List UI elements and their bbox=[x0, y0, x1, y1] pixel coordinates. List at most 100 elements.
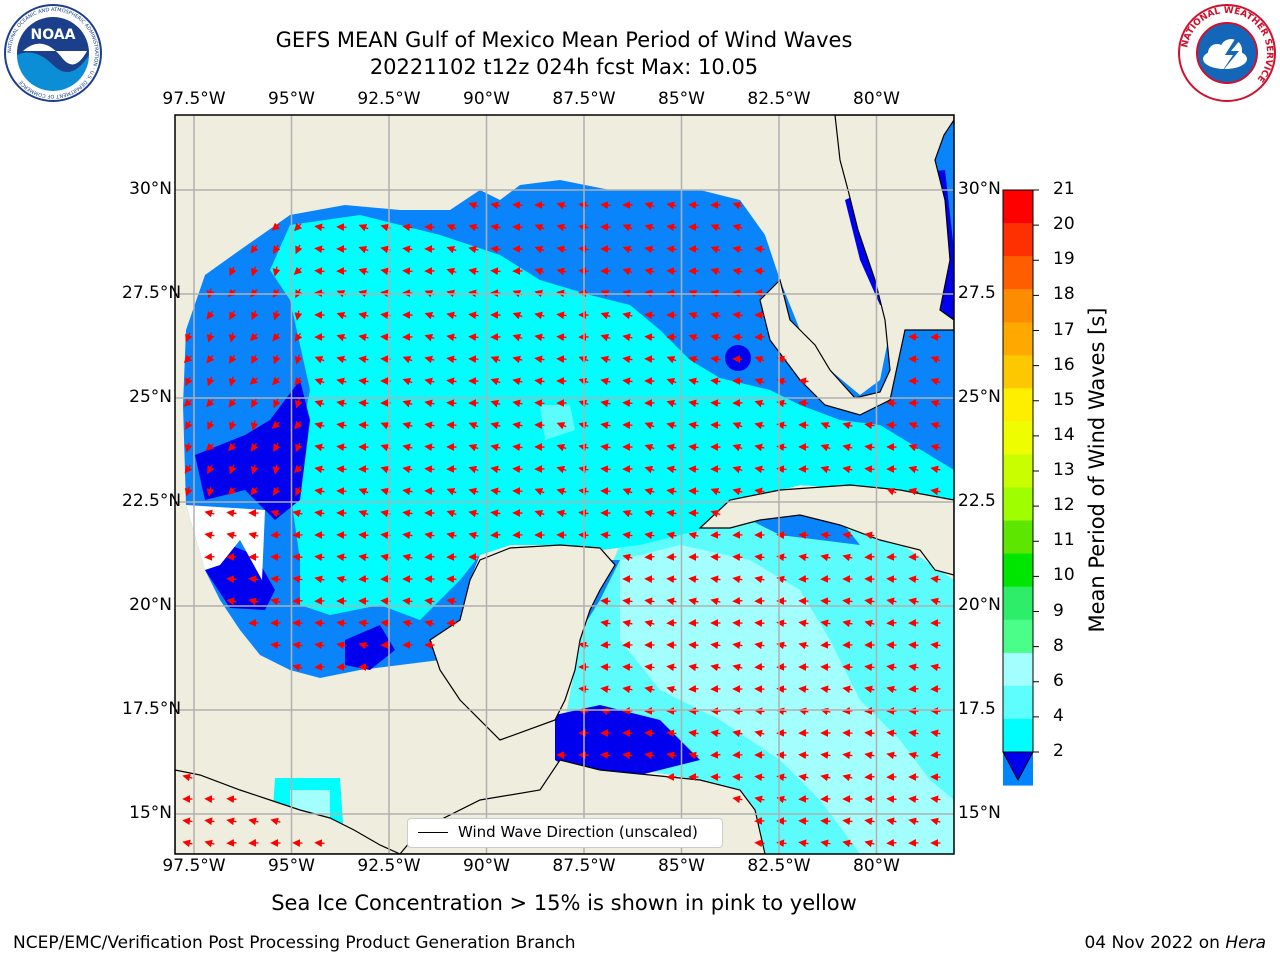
wind-arrow bbox=[732, 201, 743, 210]
wind-arrow bbox=[930, 356, 941, 364]
wind-arrow bbox=[556, 333, 567, 342]
wind-arrow bbox=[666, 267, 677, 276]
wind-arrow bbox=[228, 376, 237, 387]
wind-arrow bbox=[798, 377, 809, 386]
wind-arrow bbox=[622, 224, 633, 232]
colorbar-tick: 20 bbox=[1053, 214, 1075, 235]
wind-arrow bbox=[270, 641, 281, 650]
wind-arrow bbox=[688, 751, 699, 760]
wind-arrow bbox=[250, 464, 259, 475]
wind-arrow bbox=[512, 311, 523, 320]
wind-arrow bbox=[754, 553, 765, 562]
wind-arrow bbox=[842, 443, 853, 452]
noaa-logo-text: NOAA bbox=[31, 27, 76, 43]
colorbar-segment bbox=[1003, 289, 1033, 323]
wind-arrow bbox=[798, 773, 809, 782]
wind-arrow bbox=[226, 531, 237, 540]
wind-arrow bbox=[314, 641, 325, 650]
wind-arrow bbox=[270, 509, 281, 518]
wind-arrow bbox=[732, 245, 743, 254]
wind-arrow bbox=[314, 465, 325, 474]
lat-tick-left: 20°N bbox=[129, 595, 172, 615]
chart-title: GEFS MEAN Gulf of Mexico Mean Period of … bbox=[275, 28, 853, 52]
wind-arrow bbox=[248, 597, 259, 606]
lat-tick-left: 17.5°N bbox=[122, 699, 182, 719]
wind-arrow bbox=[314, 487, 325, 496]
lon-tick-bottom: 95°W bbox=[268, 856, 315, 876]
wind-arrow bbox=[512, 377, 523, 386]
wind-arrow bbox=[184, 442, 193, 453]
wind-arrow bbox=[336, 355, 347, 364]
wind-arrow bbox=[446, 531, 457, 540]
wind-arrow bbox=[688, 465, 699, 474]
wind-arrow bbox=[644, 729, 655, 738]
wind-arrow bbox=[644, 333, 655, 342]
wind-arrow bbox=[424, 443, 435, 452]
wind-arrow bbox=[666, 618, 677, 627]
wind-arrow bbox=[600, 443, 611, 452]
wind-arrow bbox=[490, 509, 501, 518]
colorbar-segment bbox=[1003, 487, 1033, 522]
wind-arrow bbox=[710, 311, 721, 320]
lat-tick-right: 27.5 bbox=[958, 283, 996, 303]
lat-tick-right: 15°N bbox=[958, 803, 1001, 823]
wind-arrow bbox=[336, 553, 347, 562]
wind-arrow bbox=[272, 288, 281, 298]
wind-arrow bbox=[930, 750, 941, 759]
wind-arrow bbox=[490, 530, 501, 539]
wind-arrow bbox=[294, 310, 303, 321]
wind-arrow bbox=[358, 531, 369, 540]
lat-tick-left: 27.5°N bbox=[122, 283, 182, 303]
wind-arrow bbox=[886, 795, 897, 804]
wind-arrow bbox=[886, 618, 897, 627]
wind-arrow bbox=[622, 311, 633, 320]
wind-arrow bbox=[644, 487, 655, 496]
wind-arrow bbox=[622, 399, 633, 408]
wind-arrow bbox=[666, 575, 677, 584]
wind-arrow bbox=[206, 398, 215, 408]
wind-arrow bbox=[251, 398, 259, 408]
wind-arrow bbox=[468, 509, 479, 518]
wind-arrow bbox=[732, 663, 743, 672]
wind-arrow bbox=[930, 707, 941, 716]
wind-arrow bbox=[226, 509, 237, 518]
wind-arrow bbox=[292, 641, 303, 650]
wind-arrow bbox=[272, 376, 281, 386]
wind-arrow bbox=[688, 729, 699, 738]
wind-arrow bbox=[182, 817, 193, 826]
wind-arrow bbox=[468, 465, 479, 474]
wind-arrow bbox=[600, 751, 611, 760]
wind-arrow bbox=[490, 487, 501, 496]
wind-arrow bbox=[622, 509, 633, 518]
wind-arrow bbox=[226, 795, 237, 804]
colorbar-segment bbox=[1003, 322, 1033, 356]
wind-arrow bbox=[666, 356, 677, 364]
wind-arrow bbox=[249, 376, 259, 385]
lat-tick-right: 22.5 bbox=[958, 491, 996, 511]
wind-arrow bbox=[402, 245, 413, 254]
wind-arrow bbox=[228, 399, 237, 408]
wind-arrow bbox=[820, 817, 831, 826]
colorbar-segment bbox=[1003, 685, 1033, 720]
wind-arrow bbox=[732, 729, 743, 738]
wind-arrow bbox=[666, 399, 677, 408]
wind-arrow bbox=[490, 443, 501, 452]
wind-arrow bbox=[229, 464, 237, 475]
wind-arrow bbox=[424, 597, 435, 606]
wind-arrow bbox=[842, 773, 853, 782]
wind-arrow bbox=[314, 399, 325, 408]
wind-arrow bbox=[336, 443, 347, 452]
wind-arrow bbox=[490, 377, 501, 386]
wind-arrow bbox=[534, 267, 545, 276]
wind-arrow bbox=[864, 772, 875, 781]
wind-arrow bbox=[314, 662, 325, 671]
colorbar-tick: 13 bbox=[1053, 460, 1075, 480]
wind-arrow bbox=[358, 619, 369, 628]
wind-arrow bbox=[183, 398, 193, 407]
wind-arrow bbox=[185, 376, 193, 387]
colorbar-tick: 16 bbox=[1053, 354, 1075, 375]
wind-arrow bbox=[229, 310, 237, 321]
wind-arrow bbox=[820, 751, 831, 760]
wind-arrow bbox=[666, 465, 677, 474]
footer-credit: NCEP/EMC/Verification Post Processing Pr… bbox=[13, 933, 576, 953]
